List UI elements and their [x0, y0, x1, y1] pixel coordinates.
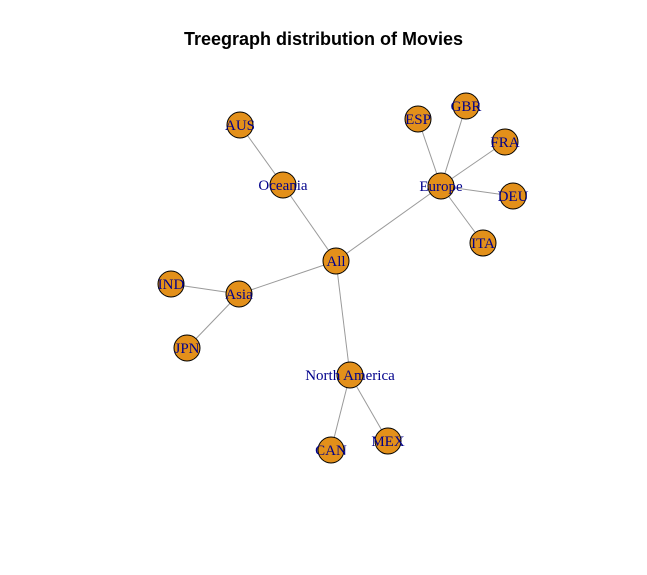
node-label: North America: [305, 368, 395, 384]
edge-europe-gbr: [440, 105, 467, 187]
node-circle: [374, 427, 402, 455]
node-label: JPN: [174, 341, 199, 357]
node-circle: [157, 270, 185, 298]
node-ind: IND: [157, 270, 185, 298]
node-circle: [173, 334, 201, 362]
node-label: ESP: [405, 112, 431, 128]
node-europe: Europe: [419, 172, 463, 200]
node-circle: [452, 92, 480, 120]
node-circle: [225, 280, 253, 308]
node-circle: [269, 171, 297, 199]
node-asia: Asia: [225, 280, 253, 308]
edge-all-oceania: [282, 184, 337, 262]
node-layer: All Oceania AUS Europe ESP GBR FRA DEU ITA Asia IN…: [157, 92, 529, 464]
node-label: DEU: [498, 189, 529, 205]
edge-all-asia: [238, 260, 337, 295]
node-ita: ITA: [469, 229, 497, 257]
node-label: Europe: [419, 179, 463, 195]
node-circle: [226, 111, 254, 139]
edge-all-europe: [335, 185, 442, 262]
node-label: ITA: [471, 236, 495, 252]
node-aus: AUS: [225, 111, 255, 139]
node-circle: [336, 361, 364, 389]
node-circle: [469, 229, 497, 257]
node-circle: [404, 105, 432, 133]
node-label: IND: [158, 277, 185, 293]
node-northamerica: North America: [305, 361, 395, 389]
chart-title: Treegraph distribution of Movies: [183, 29, 464, 49]
node-jpn: JPN: [173, 334, 201, 362]
node-mex: MEX: [371, 427, 405, 455]
node-label: MEX: [371, 434, 405, 450]
node-label: AUS: [225, 118, 255, 134]
node-circle: [491, 128, 519, 156]
node-label: FRA: [490, 135, 519, 151]
node-label: Asia: [225, 287, 253, 303]
edge-all-northamerica: [335, 260, 351, 376]
node-circle: [427, 172, 455, 200]
node-circle: [322, 247, 350, 275]
node-label: CAN: [315, 443, 347, 459]
node-fra: FRA: [490, 128, 520, 156]
node-can: CAN: [315, 436, 347, 464]
node-label: All: [326, 254, 345, 270]
edge-layer: [170, 105, 514, 451]
node-circle: [317, 436, 345, 464]
node-gbr: GBR: [451, 92, 482, 120]
node-esp: ESP: [404, 105, 432, 133]
node-deu: DEU: [498, 182, 529, 210]
node-circle: [499, 182, 527, 210]
node-label: GBR: [451, 99, 482, 115]
node-oceania: Oceania: [258, 171, 308, 199]
node-all: All: [322, 247, 350, 275]
node-label: Oceania: [258, 178, 307, 194]
